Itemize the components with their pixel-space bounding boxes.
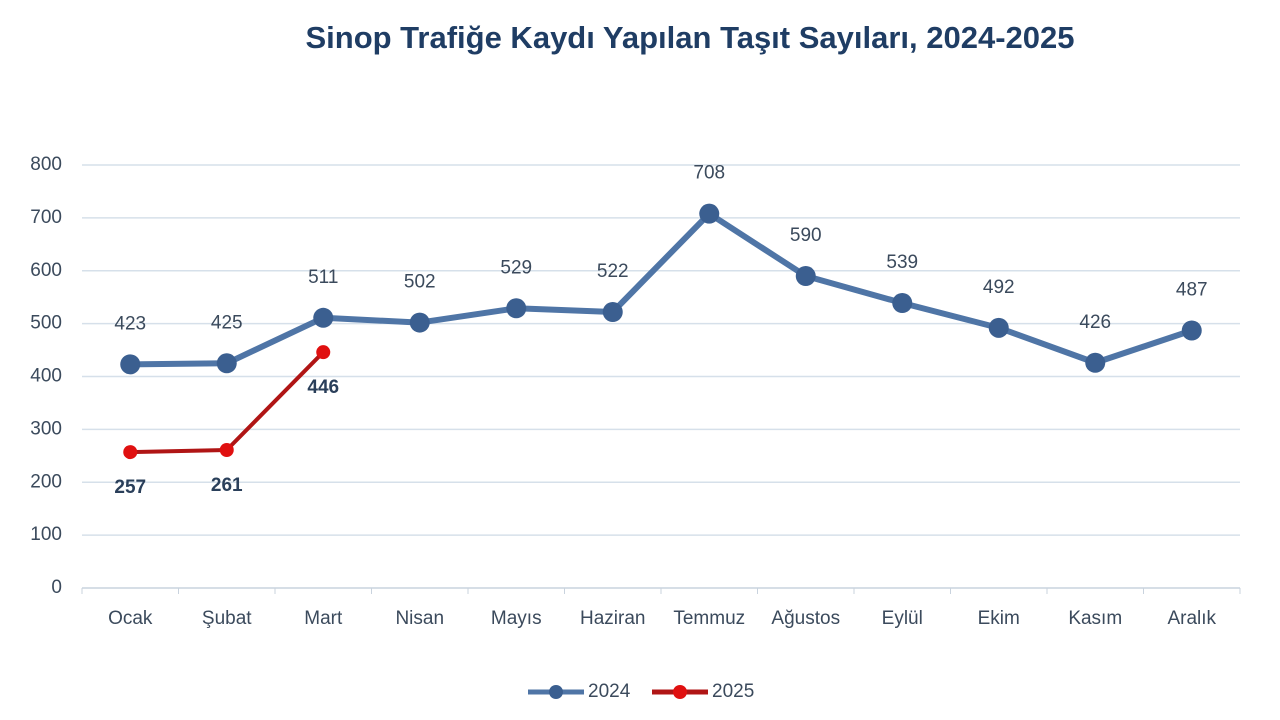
data-label: 522 bbox=[597, 261, 629, 282]
data-label: 426 bbox=[1079, 312, 1111, 333]
data-label: 502 bbox=[404, 272, 436, 293]
data-label: 529 bbox=[500, 257, 532, 278]
data-label: 590 bbox=[790, 225, 822, 246]
data-label: 539 bbox=[886, 252, 918, 273]
x-tick-label: Ekim bbox=[978, 608, 1020, 629]
x-tick-label: Nisan bbox=[395, 608, 444, 629]
point bbox=[120, 354, 141, 375]
data-label: 425 bbox=[211, 312, 243, 333]
legend-marker bbox=[673, 685, 687, 699]
series-line bbox=[130, 210, 1193, 368]
data-label: 492 bbox=[983, 277, 1015, 298]
chart-title: Sinop Trafiğe Kaydı Yapılan Taşıt Sayıla… bbox=[305, 20, 1074, 55]
x-tick-label: Şubat bbox=[202, 608, 252, 629]
y-tick-label: 500 bbox=[30, 313, 62, 334]
y-tick-label: 400 bbox=[30, 366, 62, 387]
data-label: 423 bbox=[114, 313, 146, 334]
data-label: 708 bbox=[693, 163, 725, 184]
point bbox=[795, 266, 816, 287]
x-tick-label: Mart bbox=[304, 608, 343, 629]
point bbox=[892, 293, 913, 314]
y-tick-label: 800 bbox=[30, 154, 62, 175]
point bbox=[409, 312, 430, 333]
point bbox=[506, 298, 527, 319]
data-label: 487 bbox=[1176, 280, 1208, 301]
y-tick-label: 0 bbox=[51, 577, 62, 598]
legend-marker bbox=[549, 685, 563, 699]
y-tick-label: 100 bbox=[30, 524, 62, 545]
point bbox=[123, 445, 138, 460]
point bbox=[316, 345, 331, 360]
x-tick-label: Haziran bbox=[580, 608, 645, 629]
point bbox=[219, 442, 234, 457]
data-label: 511 bbox=[308, 267, 338, 288]
data-label: 257 bbox=[114, 477, 146, 498]
point bbox=[1181, 320, 1202, 341]
data-label: 261 bbox=[211, 475, 243, 496]
point bbox=[313, 307, 334, 328]
y-tick-label: 300 bbox=[30, 418, 62, 439]
y-tick-label: 600 bbox=[30, 260, 62, 281]
x-tick-label: Ocak bbox=[108, 608, 153, 629]
x-tick-label: Mayıs bbox=[491, 608, 542, 629]
point bbox=[1085, 352, 1106, 373]
legend-label: 2025 bbox=[712, 681, 754, 702]
point bbox=[216, 353, 237, 374]
data-label: 446 bbox=[307, 377, 339, 398]
y-tick-label: 200 bbox=[30, 471, 62, 492]
x-tick-label: Temmuz bbox=[673, 608, 745, 629]
x-tick-label: Eylül bbox=[882, 608, 923, 629]
point bbox=[699, 203, 720, 224]
x-tick-label: Aralık bbox=[1167, 608, 1216, 629]
legend-label: 2024 bbox=[588, 681, 631, 702]
x-tick-label: Ağustos bbox=[771, 608, 840, 629]
point bbox=[988, 317, 1009, 338]
x-tick-label: Kasım bbox=[1068, 608, 1122, 629]
point bbox=[602, 301, 623, 322]
y-tick-label: 700 bbox=[30, 207, 62, 228]
